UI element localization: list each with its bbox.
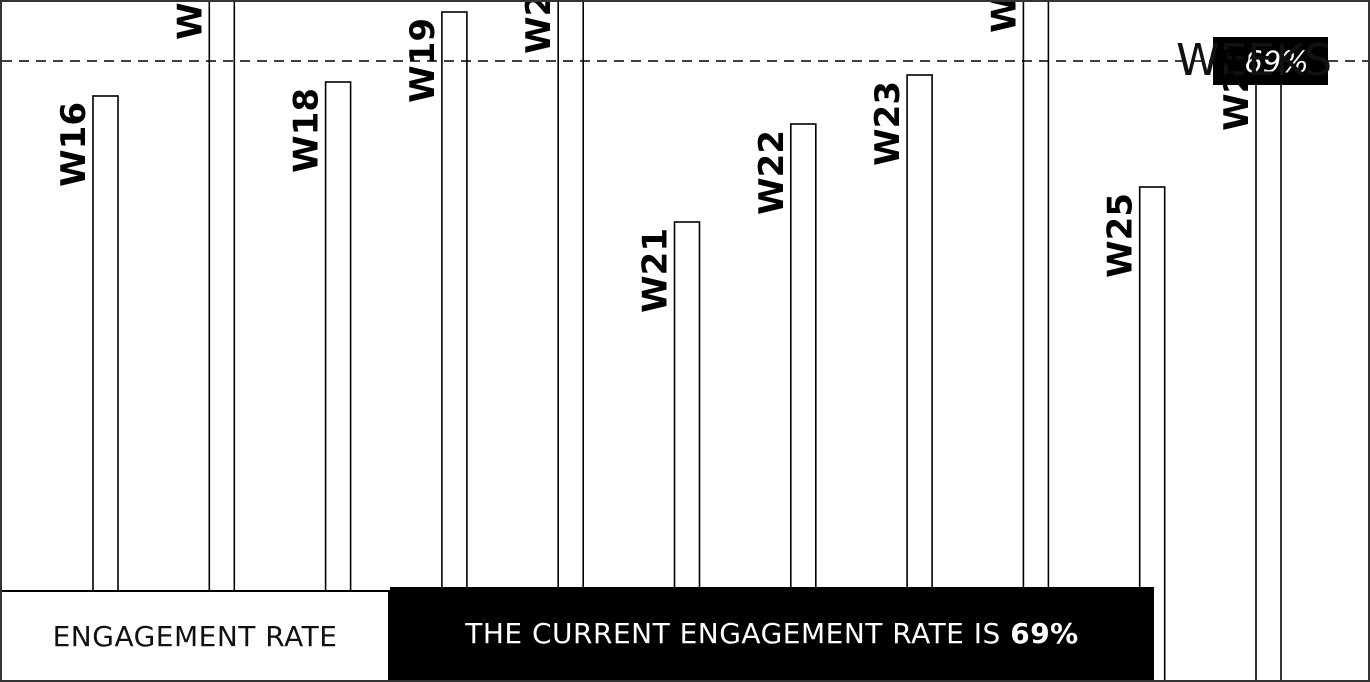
bar-w23: [906, 74, 933, 680]
bar-w19: [441, 11, 468, 680]
week-label-w19: W19: [403, 18, 443, 103]
bar-w24: [1022, 2, 1050, 680]
week-label-w21: W21: [636, 228, 676, 313]
bar-w16: [92, 95, 119, 680]
week-label-w26: W26: [1217, 46, 1257, 131]
week-label-w22: W22: [752, 130, 792, 215]
reference-layer: 69%: [2, 37, 1368, 85]
current-rate-value: 69%: [1010, 617, 1079, 650]
bar-w26: [1255, 39, 1282, 680]
bars-layer: [92, 2, 1282, 680]
reference-value-label: 69%: [1244, 45, 1308, 79]
week-labels-layer: W16 W17 W18 W19 W20 W21 W22 W23 W24 W25 W26: [54, 2, 1257, 313]
week-label-w17: W17: [170, 2, 210, 40]
bar-w20: [557, 2, 585, 680]
metric-name-label: ENGAGEMENT RATE: [2, 590, 390, 680]
metric-name-text: ENGAGEMENT RATE: [52, 619, 338, 653]
x-axis-title: WEEKS: [1176, 35, 1332, 86]
bar-w18: [324, 81, 352, 680]
week-label-w25: W25: [1101, 193, 1141, 278]
week-label-w23: W23: [868, 81, 908, 166]
week-label-w16: W16: [54, 102, 94, 187]
week-label-w18: W18: [287, 88, 327, 173]
bar-w17: [208, 2, 236, 680]
week-label-w24: W24: [984, 2, 1024, 33]
week-label-w20: W20: [519, 2, 559, 54]
current-rate-text: THE CURRENT ENGAGEMENT RATE IS: [465, 617, 1001, 650]
reference-value-box: [1213, 37, 1328, 85]
current-rate-banner: THE CURRENT ENGAGEMENT RATE IS 69%: [390, 587, 1154, 680]
